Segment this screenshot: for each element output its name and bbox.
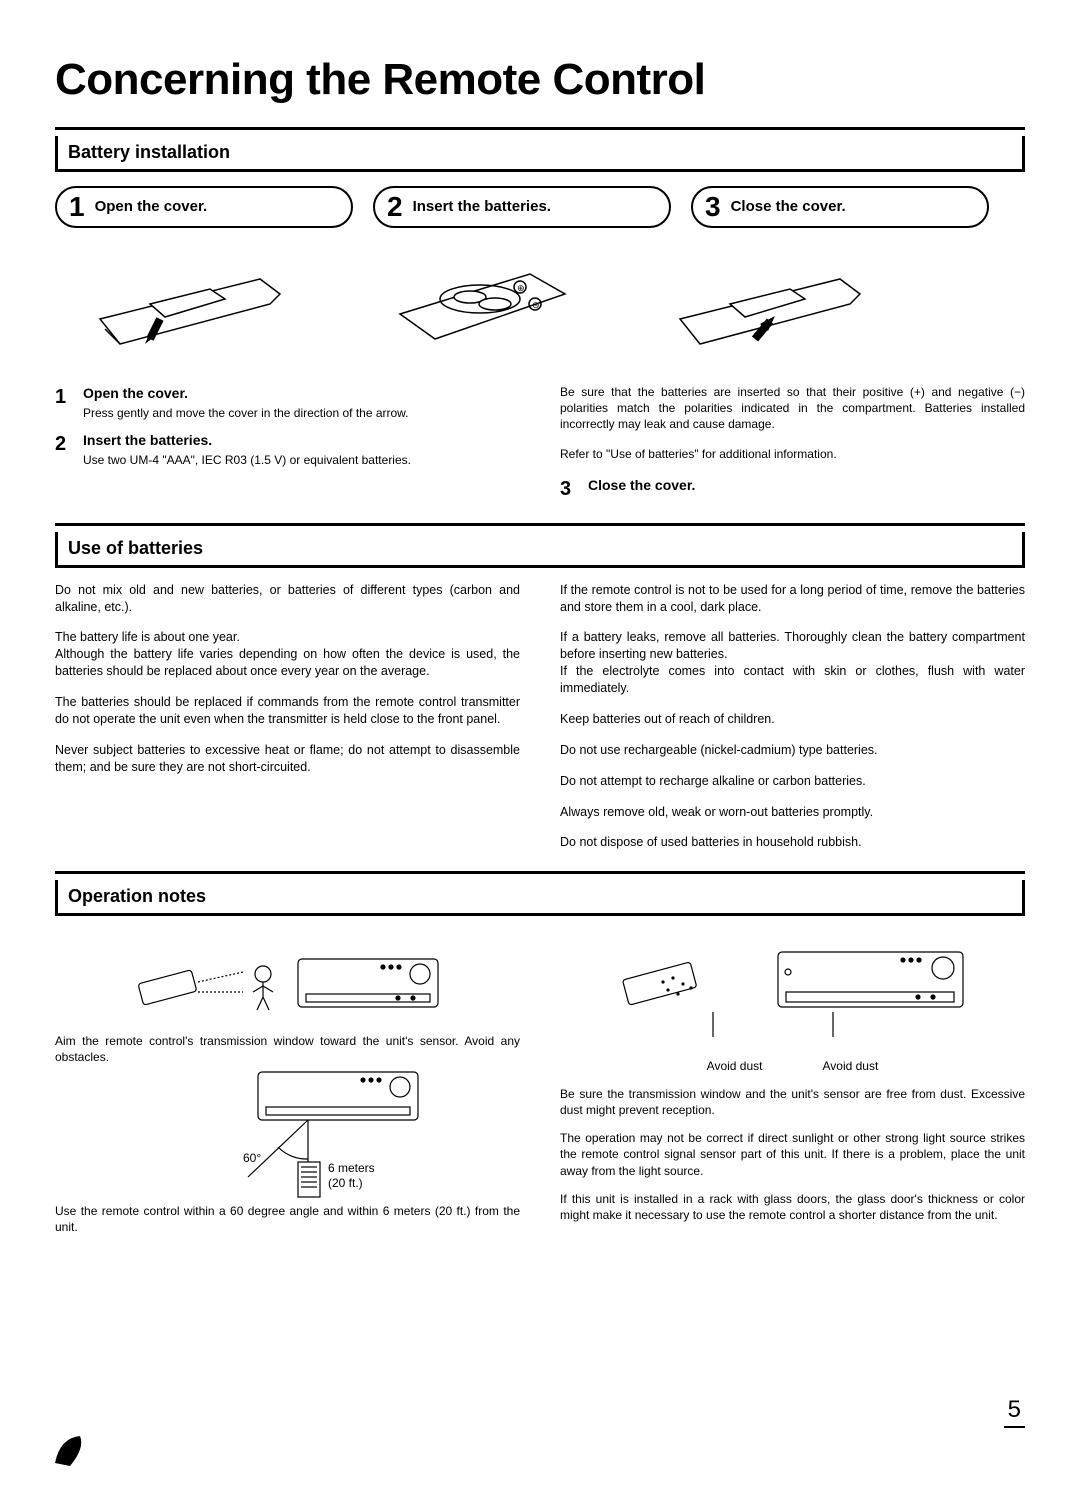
num: 2 xyxy=(55,431,83,468)
dust-label-2: Avoid dust xyxy=(823,1058,879,1074)
num: 1 xyxy=(55,384,83,421)
divider xyxy=(55,523,1025,526)
step-num: 1 xyxy=(69,193,85,221)
heading: Insert the batteries. xyxy=(83,431,411,450)
para: If this unit is installed in a rack with… xyxy=(560,1191,1025,1223)
caption-angle: Use the remote control within a 60 degre… xyxy=(55,1203,520,1235)
svg-text:60°: 60° xyxy=(243,1151,261,1165)
heading: Close the cover. xyxy=(588,476,695,495)
svg-text:⊖: ⊖ xyxy=(532,300,540,310)
svg-text:6 meters: 6 meters xyxy=(328,1161,375,1175)
svg-text:(20 ft.): (20 ft.) xyxy=(328,1176,363,1190)
step-bubble-3: 3 Close the cover. xyxy=(691,186,989,228)
diagram-row: ⊕ ⊖ xyxy=(55,244,1025,364)
step-bubble-1: 1 Open the cover. xyxy=(55,186,353,228)
para: Never subject batteries to excessive hea… xyxy=(55,742,520,776)
para: Do not attempt to recharge alkaline or c… xyxy=(560,773,1025,790)
num: 3 xyxy=(560,476,588,503)
step-label: Insert the batteries. xyxy=(413,197,551,217)
svg-text:⊕: ⊕ xyxy=(517,283,525,293)
polarity-note: Be sure that the batteries are inserted … xyxy=(560,384,1025,433)
section-heading-battery: Battery installation xyxy=(55,136,1025,171)
page-number: 5 xyxy=(1004,1394,1025,1428)
step-label: Close the cover. xyxy=(731,197,846,217)
use-of-batteries-text: Do not mix old and new batteries, or bat… xyxy=(55,582,1025,866)
page-title: Concerning the Remote Control xyxy=(55,50,1025,109)
diagram-close-cover xyxy=(645,244,895,364)
subtext: Press gently and move the cover in the d… xyxy=(83,405,409,421)
para: The batteries should be replaced if comm… xyxy=(55,694,520,728)
para: If the remote control is not to be used … xyxy=(560,582,1025,616)
instruction-3: 3 Close the cover. xyxy=(560,476,1025,503)
scan-artifact-icon xyxy=(50,1428,90,1468)
step-bubbles-row: 1 Open the cover. 2 Insert the batteries… xyxy=(55,186,1025,228)
divider xyxy=(55,871,1025,874)
step-num: 3 xyxy=(705,193,721,221)
para: Do not use rechargeable (nickel-cadmium)… xyxy=(560,742,1025,759)
battery-instructions: 1 Open the cover. Press gently and move … xyxy=(55,384,1025,514)
caption-aim: Aim the remote control's transmission wi… xyxy=(55,1033,520,1065)
operation-notes-row: Aim the remote control's transmission wi… xyxy=(55,942,1025,1248)
instruction-2: 2 Insert the batteries. Use two UM-4 "AA… xyxy=(55,431,520,468)
dust-labels: Avoid dust Avoid dust xyxy=(560,1058,1025,1074)
para: Always remove old, weak or worn-out batt… xyxy=(560,804,1025,821)
para: Do not dispose of used batteries in hous… xyxy=(560,834,1025,851)
diagram-insert-batteries: ⊕ ⊖ xyxy=(355,244,605,364)
para: Do not mix old and new batteries, or bat… xyxy=(55,582,520,616)
dust-label-1: Avoid dust xyxy=(707,1058,763,1074)
para: The operation may not be correct if dire… xyxy=(560,1130,1025,1179)
para: The battery life is about one year. Alth… xyxy=(55,629,520,680)
section-heading-operation: Operation notes xyxy=(55,880,1025,915)
ref-note: Refer to "Use of batteries" for addition… xyxy=(560,446,1025,462)
para: If a battery leaks, remove all batteries… xyxy=(560,629,1025,697)
instruction-1: 1 Open the cover. Press gently and move … xyxy=(55,384,520,421)
sketch-angle: 60° 6 meters (20 ft.) xyxy=(55,1077,520,1197)
step-label: Open the cover. xyxy=(95,197,208,217)
step-num: 2 xyxy=(387,193,403,221)
section-heading-use: Use of batteries xyxy=(55,532,1025,567)
para: Keep batteries out of reach of children. xyxy=(560,711,1025,728)
diagram-open-cover xyxy=(65,244,315,364)
subtext: Use two UM-4 "AAA", IEC R03 (1.5 V) or e… xyxy=(83,452,411,468)
sketch-aim xyxy=(55,942,520,1027)
heading: Open the cover. xyxy=(83,384,409,403)
para: Be sure the transmission window and the … xyxy=(560,1086,1025,1118)
divider xyxy=(55,127,1025,130)
step-bubble-2: 2 Insert the batteries. xyxy=(373,186,671,228)
sketch-dust xyxy=(560,942,1025,1052)
